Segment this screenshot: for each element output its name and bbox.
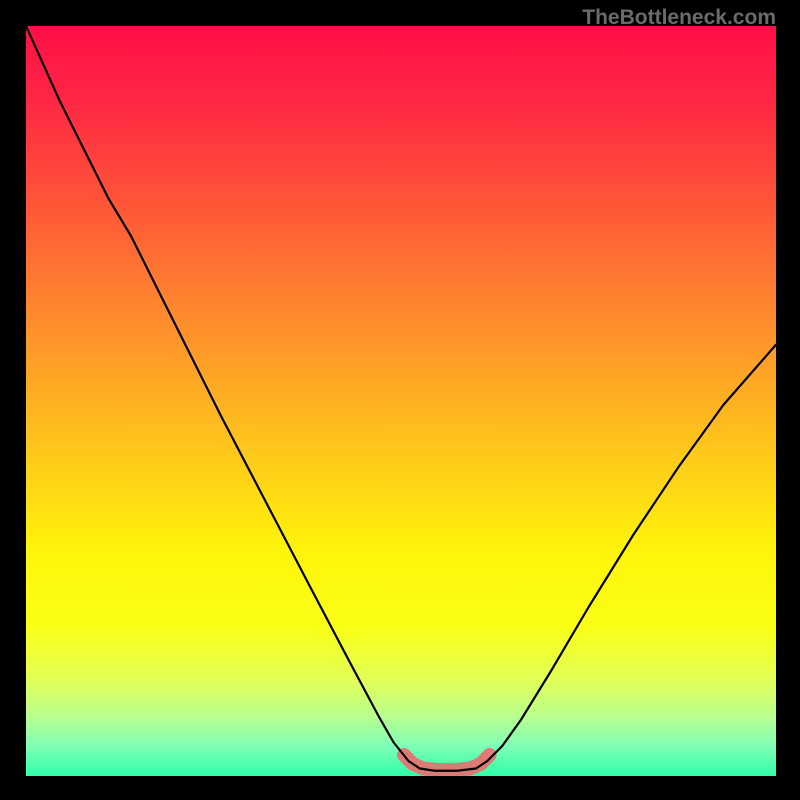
chart-frame: TheBottleneck.com [0,0,800,800]
plot-area [26,26,776,776]
main-curve [26,26,776,771]
curve-layer [26,26,776,776]
watermark-text: TheBottleneck.com [582,6,776,30]
